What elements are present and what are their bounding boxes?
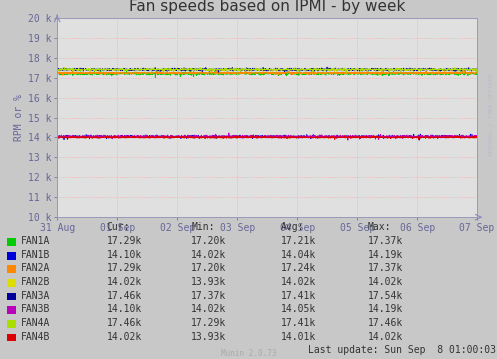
- Text: 17.24k: 17.24k: [281, 264, 316, 274]
- Text: 17.46k: 17.46k: [368, 318, 403, 328]
- Text: 17.29k: 17.29k: [107, 236, 142, 246]
- Text: 17.20k: 17.20k: [191, 264, 227, 274]
- Text: 14.10k: 14.10k: [107, 250, 142, 260]
- Text: 17.37k: 17.37k: [191, 291, 227, 301]
- Text: 14.02k: 14.02k: [107, 277, 142, 287]
- Text: Cur:: Cur:: [107, 223, 130, 233]
- Text: 17.37k: 17.37k: [368, 264, 403, 274]
- Text: 17.29k: 17.29k: [107, 264, 142, 274]
- Text: 14.05k: 14.05k: [281, 304, 316, 314]
- Text: 14.04k: 14.04k: [281, 250, 316, 260]
- Text: 17.37k: 17.37k: [368, 236, 403, 246]
- Text: Munin 2.0.73: Munin 2.0.73: [221, 349, 276, 358]
- Text: 14.01k: 14.01k: [281, 332, 316, 342]
- Text: 14.02k: 14.02k: [191, 304, 227, 314]
- Text: RRDTOOL / TOBI OETIKER: RRDTOOL / TOBI OETIKER: [489, 74, 494, 156]
- Text: 17.54k: 17.54k: [368, 291, 403, 301]
- Text: FAN1B: FAN1B: [20, 250, 50, 260]
- Text: FAN4A: FAN4A: [20, 318, 50, 328]
- Text: 17.46k: 17.46k: [107, 318, 142, 328]
- Text: FAN4B: FAN4B: [20, 332, 50, 342]
- Text: 17.46k: 17.46k: [107, 291, 142, 301]
- Text: Min:: Min:: [191, 223, 215, 233]
- Text: FAN2B: FAN2B: [20, 277, 50, 287]
- Text: 14.02k: 14.02k: [368, 277, 403, 287]
- Text: 14.02k: 14.02k: [281, 277, 316, 287]
- Title: Fan speeds based on IPMI - by week: Fan speeds based on IPMI - by week: [129, 0, 406, 14]
- Text: FAN2A: FAN2A: [20, 264, 50, 274]
- Text: 13.93k: 13.93k: [191, 277, 227, 287]
- Text: 13.93k: 13.93k: [191, 332, 227, 342]
- Text: 17.41k: 17.41k: [281, 291, 316, 301]
- Text: FAN3A: FAN3A: [20, 291, 50, 301]
- Text: 14.02k: 14.02k: [368, 332, 403, 342]
- Text: 14.02k: 14.02k: [191, 250, 227, 260]
- Text: FAN3B: FAN3B: [20, 304, 50, 314]
- Y-axis label: RPM or %: RPM or %: [14, 94, 24, 141]
- Text: 14.02k: 14.02k: [107, 332, 142, 342]
- Text: FAN1A: FAN1A: [20, 236, 50, 246]
- Text: 14.19k: 14.19k: [368, 304, 403, 314]
- Text: 14.10k: 14.10k: [107, 304, 142, 314]
- Text: 17.41k: 17.41k: [281, 318, 316, 328]
- Text: Max:: Max:: [368, 223, 391, 233]
- Text: Avg:: Avg:: [281, 223, 304, 233]
- Text: 17.21k: 17.21k: [281, 236, 316, 246]
- Text: 17.29k: 17.29k: [191, 318, 227, 328]
- Text: 17.20k: 17.20k: [191, 236, 227, 246]
- Text: 14.19k: 14.19k: [368, 250, 403, 260]
- Text: Last update: Sun Sep  8 01:00:03 2024: Last update: Sun Sep 8 01:00:03 2024: [308, 345, 497, 355]
